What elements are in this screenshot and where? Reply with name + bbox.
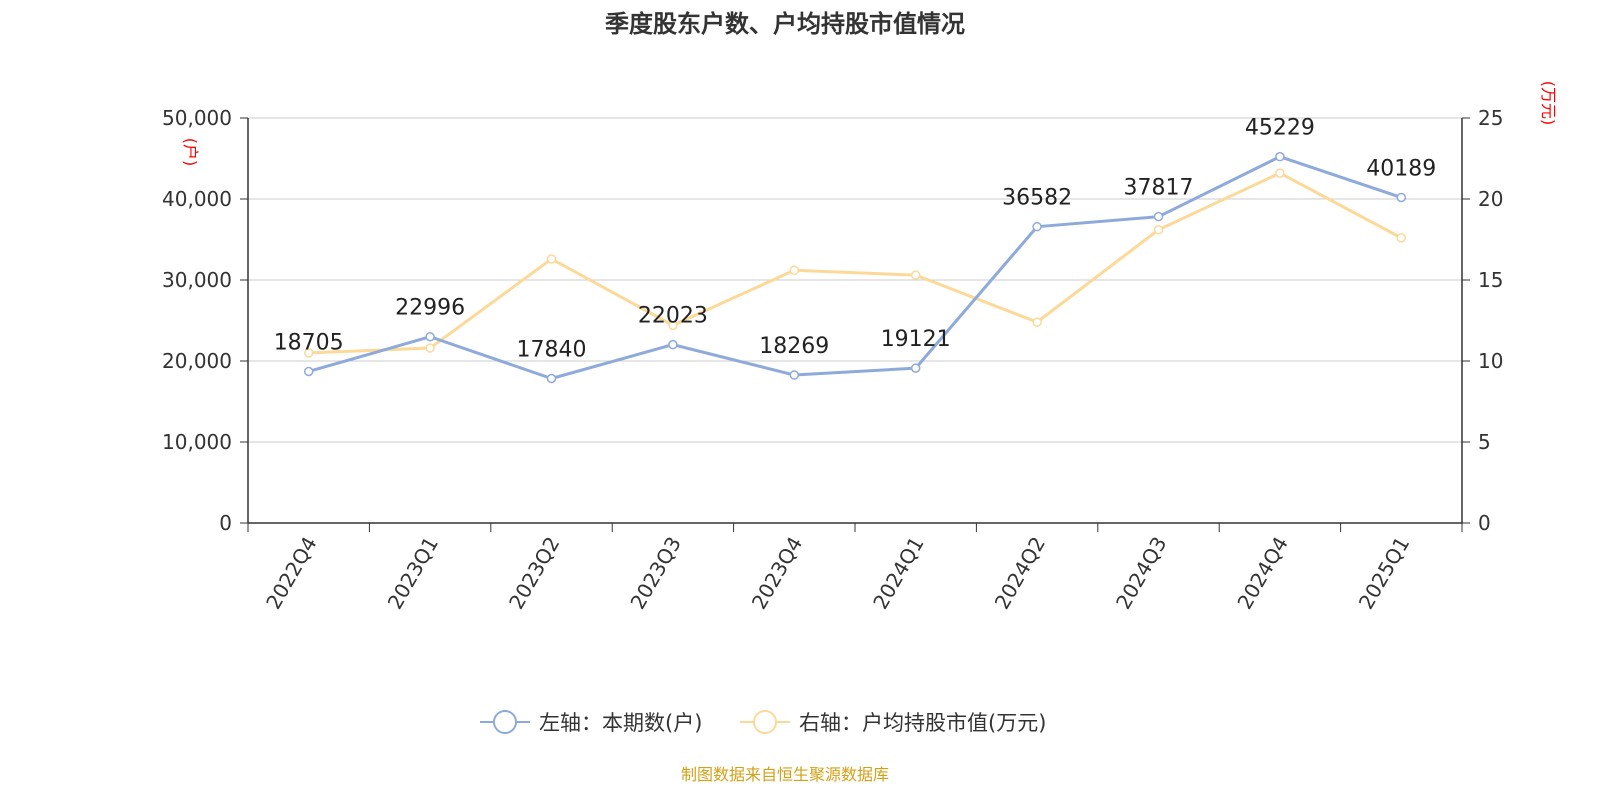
left-axis-unit: (户) xyxy=(181,138,200,167)
axes: 010,00020,00030,00040,00050,000051015202… xyxy=(162,106,1503,613)
right-axis-tick-label: 25 xyxy=(1478,106,1503,130)
data-labels: 18705 22996 17840 22023 18269 19121 36582 37817… xyxy=(274,116,1437,363)
legend-marker-series2 xyxy=(753,710,777,734)
source-note: 制图数据来自恒生聚源数据库 xyxy=(681,765,889,784)
data-point-series2 xyxy=(546,254,557,264)
left-axis-tick-label: 20,000 xyxy=(162,349,232,373)
legend-marker-series1 xyxy=(493,710,517,734)
x-axis-tick-label: 2024Q1 xyxy=(868,533,928,614)
data-point-series2 xyxy=(789,265,800,276)
data-point-series2 xyxy=(425,343,435,353)
right-axis-tick-label: 20 xyxy=(1478,187,1503,211)
series-group xyxy=(303,151,1407,384)
left-axis-tick-label: 10,000 xyxy=(162,430,232,454)
left-axis-tick-label: 0 xyxy=(219,511,232,535)
data-label: 18269 xyxy=(759,334,829,359)
data-point-series1 xyxy=(910,363,921,373)
data-point-series1 xyxy=(668,339,678,350)
data-label: 18705 xyxy=(274,330,344,355)
data-label: 37817 xyxy=(1124,176,1194,201)
right-axis-tick-label: 10 xyxy=(1478,349,1503,373)
data-point-series1 xyxy=(789,370,800,380)
left-axis-tick-label: 30,000 xyxy=(162,268,232,292)
chart-title: 季度股东户数、户均持股市值情况 xyxy=(605,10,965,38)
data-label: 22996 xyxy=(395,296,465,321)
data-point-series1 xyxy=(1396,192,1407,203)
data-point-series2 xyxy=(1275,168,1285,178)
data-label: 36582 xyxy=(1002,186,1072,211)
data-point-series2 xyxy=(1153,225,1164,235)
series-line-2 xyxy=(308,171,1403,355)
data-point-series1 xyxy=(303,366,314,377)
data-point-series2 xyxy=(668,320,678,331)
data-label: 19121 xyxy=(881,327,951,352)
right-axis-tick-label: 5 xyxy=(1478,430,1491,454)
right-axis-unit: (万元) xyxy=(1539,81,1558,126)
right-axis-tick-label: 0 xyxy=(1478,511,1491,535)
x-axis-tick-label: 2024Q3 xyxy=(1111,533,1171,614)
data-label: 22023 xyxy=(638,304,708,329)
data-point-series2 xyxy=(910,270,921,280)
x-axis-tick-label: 2024Q2 xyxy=(990,533,1050,614)
legend-label-series2: 右轴：户均持股市值(万元) xyxy=(799,711,1046,735)
legend-item-series2[interactable]: 右轴：户均持股市值(万元) xyxy=(740,710,1046,735)
x-axis-tick-label: 2023Q3 xyxy=(625,533,685,614)
x-axis-tick-label: 2022Q4 xyxy=(261,533,321,614)
x-axis-tick-label: 2023Q4 xyxy=(747,533,807,614)
right-axis-tick-label: 15 xyxy=(1478,268,1503,292)
data-point-series2 xyxy=(1032,317,1042,327)
series-line-1 xyxy=(308,155,1402,380)
data-point-series1 xyxy=(1275,151,1285,162)
data-label: 17840 xyxy=(517,337,587,362)
data-label: 40189 xyxy=(1366,156,1436,181)
data-label: 45229 xyxy=(1245,116,1315,141)
legend-item-series1[interactable]: 左轴：本期数(户) xyxy=(480,710,702,735)
legend: 左轴：本期数(户) 右轴：户均持股市值(万元) xyxy=(480,710,1046,735)
data-point-series1 xyxy=(1153,211,1164,222)
legend-label-series1: 左轴：本期数(户) xyxy=(539,711,702,735)
data-point-series1 xyxy=(546,373,557,384)
x-axis-tick-label: 2023Q1 xyxy=(383,533,443,614)
data-point-series2 xyxy=(1396,233,1407,243)
left-axis-tick-label: 50,000 xyxy=(162,106,232,130)
data-point-series1 xyxy=(425,331,435,342)
grid-lines xyxy=(248,117,1462,443)
x-axis-tick-label: 2024Q4 xyxy=(1232,533,1292,614)
x-axis-tick-label: 2025Q1 xyxy=(1354,533,1414,614)
data-point-series2 xyxy=(303,348,314,358)
left-axis-tick-label: 40,000 xyxy=(162,187,232,211)
data-point-series1 xyxy=(1032,221,1042,232)
x-axis-tick-label: 2023Q2 xyxy=(504,533,564,614)
